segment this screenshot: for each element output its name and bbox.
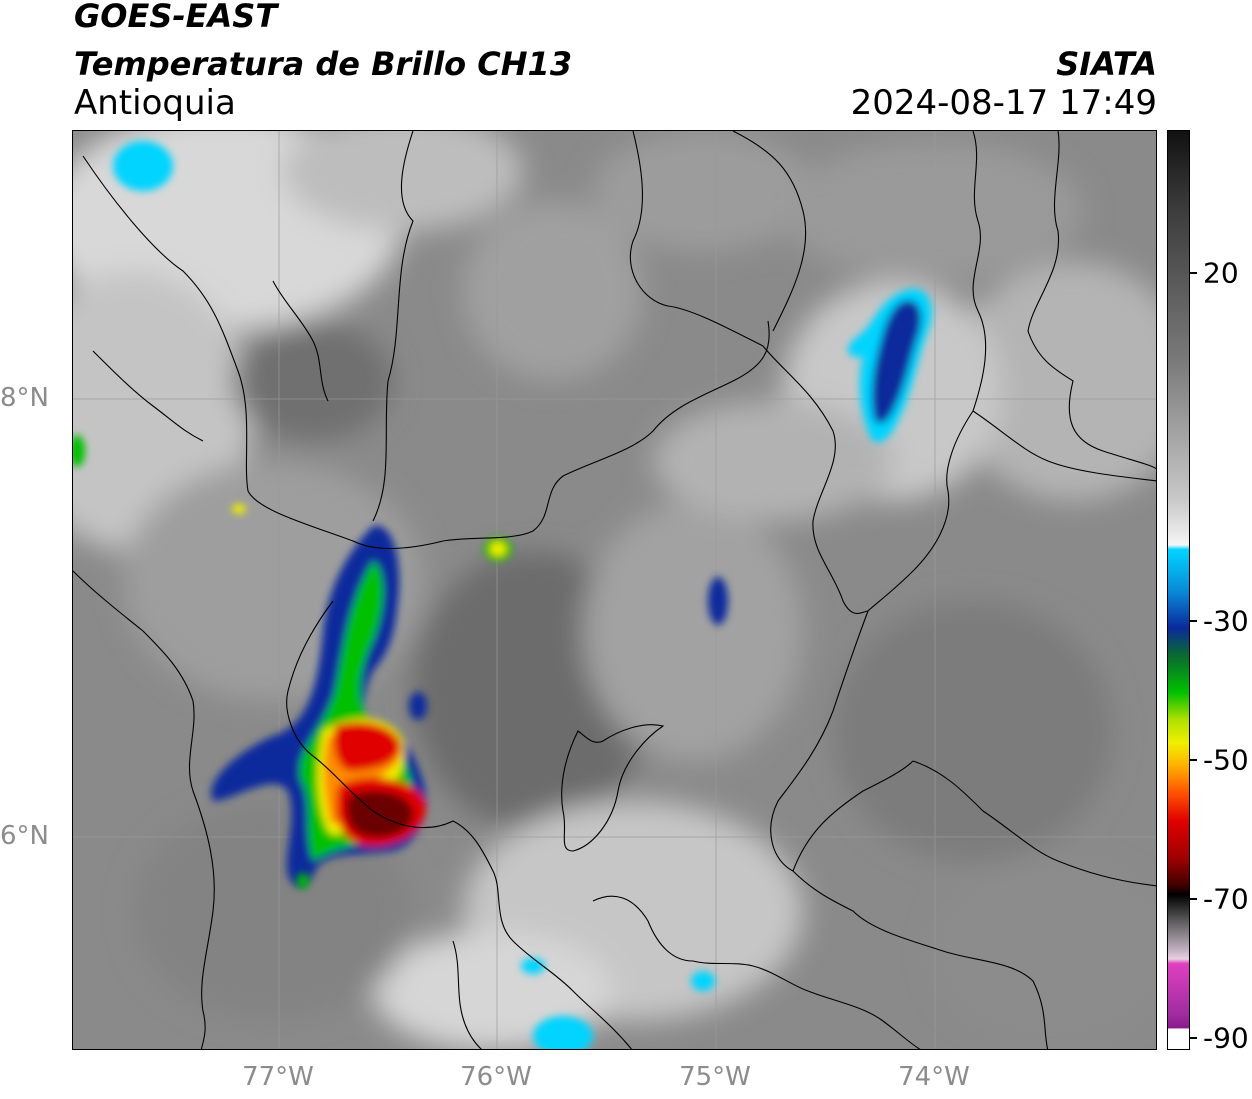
colorbar-label-minus50: -50 bbox=[1203, 743, 1249, 777]
colorbar-tick-minus70 bbox=[1190, 898, 1197, 900]
y-tick-6n: 6°N bbox=[0, 821, 49, 851]
colorbar-label-20: 20 bbox=[1203, 256, 1239, 290]
x-tick-76w: 76°W bbox=[460, 1062, 532, 1092]
boundary-lines bbox=[73, 131, 1156, 1049]
satellite-map[interactable] bbox=[72, 130, 1157, 1050]
satellite-title: GOES-EAST bbox=[74, 0, 278, 35]
colorbar-label-minus30: -30 bbox=[1203, 604, 1249, 638]
colorbar-tick-minus90 bbox=[1190, 1037, 1197, 1039]
storm-cloud-west bbox=[211, 525, 427, 887]
x-tick-75w: 75°W bbox=[679, 1062, 751, 1092]
datetime-label: 2024-08-17 17:49 bbox=[850, 83, 1157, 123]
colorbar-label-minus90: -90 bbox=[1203, 1021, 1249, 1055]
colorbar-label-minus70: -70 bbox=[1203, 882, 1249, 916]
product-title: Temperatura de Brillo CH13 bbox=[74, 45, 573, 83]
storm-cloud-northeast bbox=[847, 288, 932, 443]
colorbar-tick-minus30 bbox=[1190, 620, 1197, 622]
colorbar-tick-minus50 bbox=[1190, 759, 1197, 761]
x-tick-77w: 77°W bbox=[242, 1062, 314, 1092]
colorbar bbox=[1167, 130, 1190, 1050]
map-canvas bbox=[73, 131, 1156, 1049]
region-label: Antioquia bbox=[74, 83, 236, 123]
brand-label: SIATA bbox=[1056, 45, 1157, 83]
colorbar-gradient bbox=[1168, 131, 1189, 1049]
cloud-texture bbox=[73, 131, 1156, 1049]
small-cells bbox=[73, 141, 728, 1049]
colorbar-tick-20 bbox=[1190, 272, 1197, 274]
x-tick-74w: 74°W bbox=[898, 1062, 970, 1092]
y-tick-8n: 8°N bbox=[0, 383, 49, 413]
